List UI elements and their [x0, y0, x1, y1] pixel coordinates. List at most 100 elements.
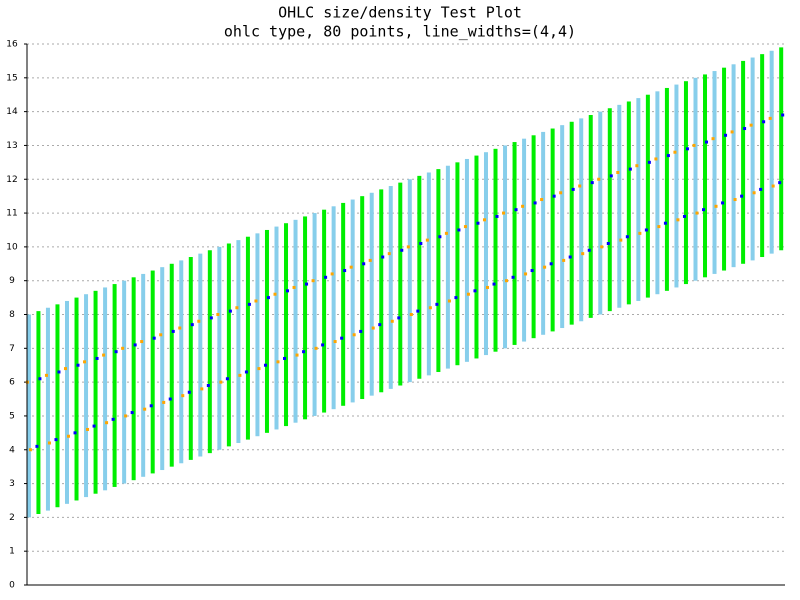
ohlc-open: [416, 309, 420, 313]
ohlc-open: [283, 356, 287, 360]
ohlc-close: [647, 160, 651, 164]
ohlc-range: [703, 74, 708, 278]
ohlc-open: [597, 177, 601, 181]
ohlc-range: [26, 314, 31, 518]
ohlc-range: [779, 47, 784, 251]
ohlc-close: [695, 211, 699, 215]
ohlc-open: [521, 204, 525, 208]
ohlc-close: [57, 370, 61, 374]
ohlc-range: [64, 300, 69, 504]
ohlc-close: [609, 174, 613, 178]
ohlc-range: [312, 213, 317, 416]
ohlc-range: [617, 104, 622, 308]
ohlc-close: [47, 441, 51, 445]
ohlc-close: [28, 448, 32, 452]
ohlc-range: [379, 189, 384, 393]
ohlc-open: [321, 343, 325, 347]
ohlc-range: [445, 165, 450, 369]
chart-subtitle: ohlc type, 80 points, line_widths=(4,4): [224, 23, 576, 41]
ohlc-range: [607, 108, 612, 312]
ohlc-close: [543, 265, 547, 269]
ohlc-close: [571, 187, 575, 191]
ohlc-close: [266, 296, 270, 300]
ohlc-open: [492, 282, 496, 286]
ohlc-open: [721, 201, 725, 205]
ohlc-range: [398, 182, 403, 386]
ohlc-close: [495, 214, 499, 218]
ohlc-range: [598, 111, 603, 315]
ohlc-open: [425, 238, 429, 242]
ohlc-open: [559, 191, 563, 195]
ohlc-open: [778, 181, 782, 185]
y-tick-label: 5: [9, 411, 15, 421]
ohlc-open: [606, 241, 610, 245]
ohlc-close: [295, 353, 299, 357]
ohlc-close: [676, 218, 680, 222]
ohlc-range: [274, 226, 279, 430]
ohlc-open: [359, 329, 363, 333]
ohlc-open: [244, 370, 248, 374]
ohlc-close: [38, 377, 42, 381]
ohlc-close: [219, 380, 223, 384]
ohlc-range: [664, 87, 669, 291]
ohlc-range: [369, 192, 374, 396]
ohlc-close: [485, 285, 489, 289]
ohlc-open: [206, 384, 210, 388]
ohlc-open: [578, 184, 582, 188]
ohlc-open: [502, 211, 506, 215]
ohlc-close: [352, 333, 356, 337]
ohlc-open: [330, 272, 334, 276]
ohlc-close: [162, 400, 166, 404]
ohlc-range: [655, 91, 660, 295]
ohlc-open: [702, 208, 706, 212]
ohlc-open: [92, 424, 96, 428]
ohlc-range: [188, 257, 193, 460]
ohlc-range: [417, 175, 422, 379]
ohlc-open: [435, 302, 439, 306]
ohlc-close: [733, 198, 737, 202]
ohlc-close: [181, 394, 185, 398]
ohlc-open: [235, 306, 239, 310]
ohlc-open: [454, 296, 458, 300]
ohlc-range: [407, 179, 412, 383]
ohlc-close: [371, 326, 375, 330]
ohlc-close: [114, 350, 118, 354]
y-tick-label: 0: [9, 581, 15, 591]
ohlc-close: [95, 356, 99, 360]
ohlc-range: [741, 60, 746, 264]
ohlc-open: [178, 326, 182, 330]
ohlc-close: [324, 275, 328, 279]
ohlc-open: [692, 143, 696, 147]
ohlc-open: [740, 194, 744, 198]
ohlc-open: [625, 235, 629, 239]
ohlc-open: [311, 279, 315, 283]
ohlc-range: [55, 304, 60, 508]
ohlc-range: [636, 98, 641, 301]
ohlc-close: [619, 238, 623, 242]
ohlc-open: [768, 116, 772, 120]
ohlc-open: [302, 350, 306, 354]
ohlc-range: [131, 277, 136, 481]
ohlc-close: [447, 299, 451, 303]
ohlc-range: [550, 128, 555, 332]
ohlc-close: [533, 201, 537, 205]
ohlc-open: [111, 417, 115, 421]
ohlc-close: [228, 309, 232, 313]
ohlc-open: [378, 323, 382, 327]
ohlc-range: [74, 297, 79, 501]
ohlc-range: [245, 236, 250, 440]
ohlc-open: [159, 333, 163, 337]
ohlc-close: [476, 221, 480, 225]
ohlc-open: [530, 269, 534, 273]
y-tick-label: 8: [9, 310, 15, 320]
y-tick-label: 3: [9, 479, 15, 489]
y-tick-label: 12: [6, 175, 17, 185]
ohlc-open: [540, 198, 544, 202]
ohlc-range: [674, 84, 679, 288]
ohlc-open: [397, 316, 401, 320]
ohlc-range: [331, 206, 336, 410]
ohlc-open: [44, 373, 48, 377]
y-tick-label: 16: [6, 40, 18, 50]
ohlc-close: [105, 421, 109, 425]
ohlc-range: [360, 196, 365, 400]
